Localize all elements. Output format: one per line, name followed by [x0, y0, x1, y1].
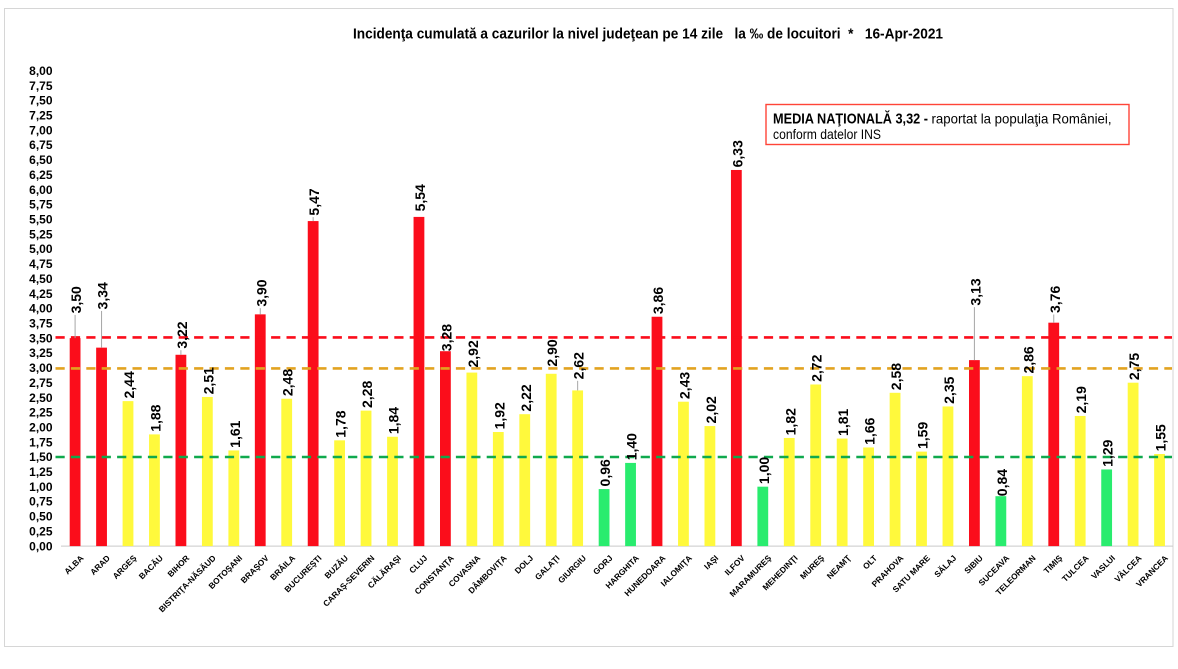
svg-text:1,66: 1,66 — [862, 417, 878, 444]
svg-text:2,90: 2,90 — [544, 339, 560, 366]
svg-text:1,00: 1,00 — [756, 457, 772, 484]
svg-text:1,81: 1,81 — [835, 408, 851, 435]
svg-text:0,84: 0,84 — [994, 469, 1010, 496]
svg-text:2,72: 2,72 — [809, 354, 825, 381]
svg-text:7,50: 7,50 — [29, 94, 53, 108]
svg-text:4,50: 4,50 — [29, 272, 53, 286]
svg-text:3,28: 3,28 — [438, 324, 454, 351]
svg-text:2,58: 2,58 — [888, 363, 904, 390]
svg-text:3,86: 3,86 — [650, 287, 666, 314]
svg-text:2,44: 2,44 — [121, 371, 137, 398]
svg-text:1,00: 1,00 — [29, 480, 53, 494]
svg-text:1,25: 1,25 — [29, 465, 53, 479]
svg-text:1,78: 1,78 — [333, 410, 349, 437]
svg-text:2,86: 2,86 — [1020, 346, 1036, 373]
svg-text:5,50: 5,50 — [29, 213, 53, 227]
svg-text:2,19: 2,19 — [1073, 386, 1089, 413]
svg-text:6,25: 6,25 — [29, 168, 53, 182]
svg-text:1,82: 1,82 — [782, 408, 798, 435]
svg-text:1,75: 1,75 — [29, 435, 53, 449]
svg-text:conform datelor INS: conform datelor INS — [773, 126, 881, 142]
svg-text:3,50: 3,50 — [68, 286, 84, 313]
svg-text:MEDIA NAŢIONALĂ 3,32 -: MEDIA NAŢIONALĂ 3,32 - — [773, 110, 928, 127]
svg-text:6,33: 6,33 — [729, 140, 745, 167]
svg-text:3,90: 3,90 — [253, 279, 269, 306]
svg-text:3,50: 3,50 — [29, 331, 53, 345]
svg-text:5,47: 5,47 — [306, 188, 322, 215]
svg-text:4,25: 4,25 — [29, 287, 53, 301]
svg-text:1,40: 1,40 — [624, 433, 640, 460]
svg-text:7,00: 7,00 — [29, 123, 53, 137]
svg-text:1,50: 1,50 — [29, 450, 53, 464]
svg-text:3,22: 3,22 — [174, 321, 190, 348]
svg-text:7,75: 7,75 — [29, 79, 53, 93]
svg-text:5,00: 5,00 — [29, 242, 53, 256]
svg-text:8,00: 8,00 — [29, 64, 53, 78]
svg-text:3,25: 3,25 — [29, 346, 53, 360]
svg-text:2,62: 2,62 — [571, 352, 587, 379]
svg-text:2,43: 2,43 — [676, 372, 692, 399]
svg-text:0,00: 0,00 — [29, 539, 53, 553]
svg-text:2,00: 2,00 — [29, 421, 53, 435]
svg-text:1,92: 1,92 — [491, 402, 507, 429]
svg-text:Incidenţa cumulată a cazurilor: Incidenţa cumulată a cazurilor la nivel … — [353, 26, 943, 43]
svg-text:6,75: 6,75 — [29, 138, 53, 152]
svg-text:0,75: 0,75 — [29, 495, 53, 509]
svg-text:6,50: 6,50 — [29, 153, 53, 167]
svg-text:1,88: 1,88 — [147, 404, 163, 431]
svg-text:1,61: 1,61 — [227, 420, 243, 447]
svg-text:0,50: 0,50 — [29, 510, 53, 524]
svg-text:2,28: 2,28 — [359, 381, 375, 408]
svg-text:1,84: 1,84 — [386, 407, 402, 434]
svg-text:7,25: 7,25 — [29, 109, 53, 123]
svg-text:6,00: 6,00 — [29, 183, 53, 197]
svg-text:raportat la populaţia României: raportat la populaţia României, — [932, 110, 1112, 126]
svg-text:1,29: 1,29 — [1100, 439, 1116, 466]
svg-text:3,34: 3,34 — [95, 282, 111, 309]
svg-text:1,59: 1,59 — [915, 422, 931, 449]
svg-text:5,25: 5,25 — [29, 227, 53, 241]
svg-text:5,75: 5,75 — [29, 198, 53, 212]
svg-text:3,76: 3,76 — [1047, 286, 1063, 313]
svg-text:3,13: 3,13 — [967, 278, 983, 305]
svg-text:3,75: 3,75 — [29, 317, 53, 331]
svg-text:2,50: 2,50 — [29, 391, 53, 405]
svg-text:0,25: 0,25 — [29, 524, 53, 538]
svg-text:2,48: 2,48 — [280, 369, 296, 396]
svg-text:2,35: 2,35 — [941, 376, 957, 403]
svg-text:5,54: 5,54 — [412, 184, 428, 211]
svg-text:2,02: 2,02 — [703, 396, 719, 423]
svg-text:2,25: 2,25 — [29, 406, 53, 420]
svg-text:0,96: 0,96 — [597, 459, 613, 486]
svg-text:4,00: 4,00 — [29, 302, 53, 316]
svg-text:3,00: 3,00 — [29, 361, 53, 375]
svg-text:2,92: 2,92 — [465, 340, 481, 367]
svg-text:1,55: 1,55 — [1153, 424, 1169, 451]
svg-text:2,75: 2,75 — [1126, 353, 1142, 380]
svg-text:2,75: 2,75 — [29, 376, 53, 390]
svg-text:2,51: 2,51 — [200, 367, 216, 394]
svg-text:2,22: 2,22 — [518, 384, 534, 411]
svg-text:4,75: 4,75 — [29, 257, 53, 271]
